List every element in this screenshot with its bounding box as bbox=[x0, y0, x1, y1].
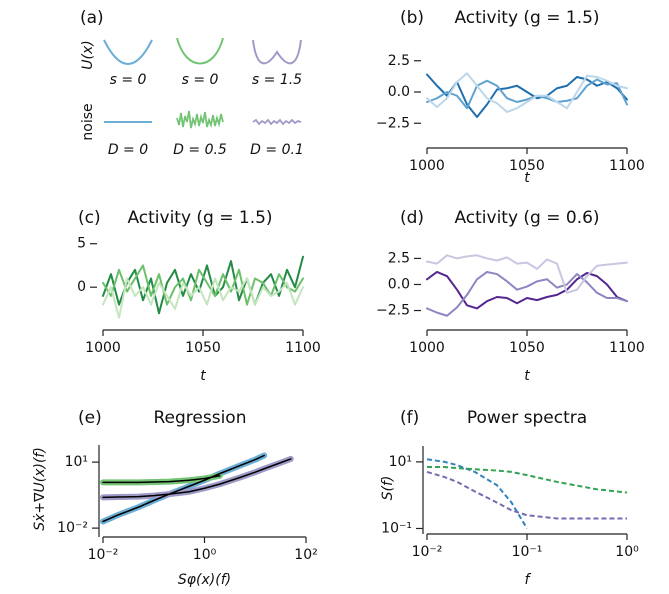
x-tick-label: 1100 bbox=[609, 158, 645, 174]
x-tick-label: 1000 bbox=[409, 340, 445, 356]
series-line bbox=[426, 270, 628, 310]
chart-panel: (e) Regression 10⁻² 10⁰ 10² 10⁻² 10¹ Sφ(x)(f) Sẋ… bbox=[32, 408, 318, 588]
y-tick-label: 2.5 bbox=[388, 53, 410, 69]
y-tick-label: 0 bbox=[77, 279, 86, 295]
x-tick-label: 1100 bbox=[285, 340, 321, 356]
x-axis-label: t bbox=[524, 368, 530, 384]
y-axis-label: Sẋ+∇U(x)(f) bbox=[32, 447, 48, 531]
noise-param: D = 0.1 bbox=[250, 142, 304, 158]
series-line bbox=[426, 73, 628, 118]
chart-title: Activity (g = 1.5) bbox=[454, 8, 599, 28]
chart-panel: (b) Activity (g = 1.5) 1000 1050 1100 −2.5 0.0… bbox=[376, 8, 645, 186]
x-tick-label: 1000 bbox=[85, 340, 121, 356]
chart-title: Activity (g = 0.6) bbox=[454, 208, 599, 228]
y-tick-label: 10⁻¹ bbox=[381, 520, 412, 536]
series-line bbox=[102, 277, 304, 319]
y-tick-label: 10⁻² bbox=[57, 520, 88, 536]
noise-trace bbox=[176, 110, 224, 129]
series-line bbox=[426, 254, 628, 294]
panel-label: (c) bbox=[78, 208, 101, 228]
chart-panel: (c) Activity (g = 1.5) 1000 1050 1100 0 5 t bbox=[77, 208, 321, 384]
potential-param: s = 1.5 bbox=[252, 72, 302, 88]
series-line bbox=[102, 255, 304, 315]
y-tick-label: 0.0 bbox=[388, 84, 410, 100]
x-tick-label: 10⁻² bbox=[412, 544, 443, 560]
x-tick-label: 10⁻¹ bbox=[512, 544, 543, 560]
x-tick-label: 10⁻² bbox=[88, 547, 119, 563]
series-line bbox=[426, 270, 628, 317]
panel-label: (e) bbox=[78, 408, 102, 428]
panel-a: (a) U(x) noise s = 0 s = 0 s = 1.5 D = 0… bbox=[80, 8, 304, 158]
chart-title: Regression bbox=[154, 408, 247, 428]
series-line bbox=[426, 470, 627, 520]
x-tick-label: 1050 bbox=[185, 340, 221, 356]
x-axis-label: t bbox=[200, 368, 206, 384]
x-axis-label: Sφ(x)(f) bbox=[178, 572, 231, 588]
noise-param: D = 0 bbox=[108, 142, 148, 158]
series-line bbox=[426, 72, 628, 113]
series-line bbox=[426, 458, 528, 529]
y-tick-label: 5 bbox=[77, 236, 86, 252]
panel-label: (b) bbox=[400, 8, 424, 28]
noise-param: D = 0.5 bbox=[173, 142, 227, 158]
series-line bbox=[102, 458, 292, 499]
panel-label: (f) bbox=[400, 408, 419, 428]
x-tick-label: 1050 bbox=[509, 340, 545, 356]
panel-label: (d) bbox=[400, 208, 424, 228]
y-tick-label: 10¹ bbox=[65, 454, 88, 470]
x-tick-label: 10² bbox=[294, 547, 317, 563]
noise-trace bbox=[252, 118, 302, 126]
x-tick-label: 1050 bbox=[509, 158, 545, 174]
potential-curve bbox=[252, 39, 302, 65]
y-tick-label: 2.5 bbox=[388, 250, 410, 266]
potential-param: s = 0 bbox=[182, 72, 219, 88]
series-line bbox=[102, 475, 221, 484]
chart-title: Power spectra bbox=[467, 408, 587, 428]
y-tick-label: 0.0 bbox=[388, 276, 410, 292]
potential-curve bbox=[103, 39, 153, 65]
potential-label: U(x) bbox=[80, 40, 96, 69]
y-tick-label: 10¹ bbox=[389, 454, 412, 470]
noise-label: noise bbox=[80, 103, 96, 140]
y-tick-label: −2.5 bbox=[376, 115, 410, 131]
series-line bbox=[426, 78, 628, 110]
x-tick-label: 10⁰ bbox=[615, 544, 639, 560]
x-axis-label: t bbox=[524, 170, 530, 186]
chart-title: Activity (g = 1.5) bbox=[127, 208, 272, 228]
x-tick-label: 1100 bbox=[609, 340, 645, 356]
x-axis-label: f bbox=[525, 572, 532, 588]
x-tick-label: 1000 bbox=[409, 158, 445, 174]
potential-curve bbox=[176, 37, 224, 65]
chart-panel: (d) Activity (g = 0.6) 1000 1050 1100 −2.5 0.0… bbox=[376, 208, 645, 384]
y-axis-label: S(f) bbox=[380, 476, 396, 501]
series-line bbox=[427, 466, 628, 494]
y-tick-label: −2.5 bbox=[376, 303, 410, 319]
series-line bbox=[102, 454, 265, 523]
potential-param: s = 0 bbox=[110, 72, 147, 88]
panel-label: (a) bbox=[80, 8, 104, 28]
x-tick-label: 10⁰ bbox=[193, 547, 217, 563]
